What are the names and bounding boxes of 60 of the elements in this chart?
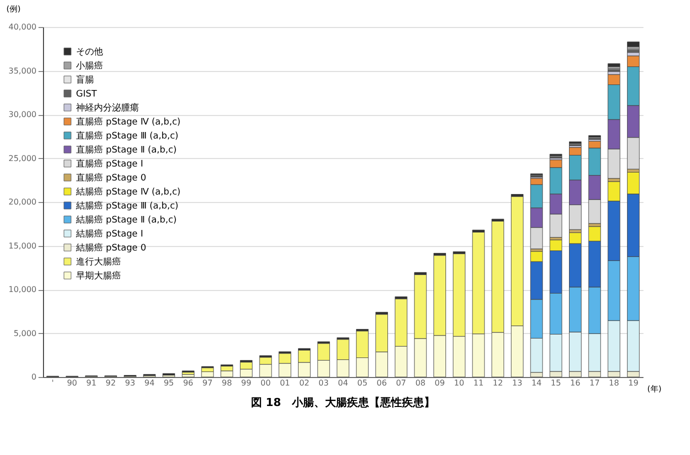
x-tick-label: 95 [164,378,174,388]
legend-label: 小腸癌 [76,60,103,72]
legend-label: 進行大腸癌 [76,256,121,268]
legend-label: 盲腸 [76,74,94,86]
legend-label: 神経内分泌腫瘍 [76,102,139,114]
legend-label: 早期大腸癌 [76,270,121,282]
y-tick-label: 30,000 [8,110,36,119]
text: 図 18 小腸、大腸疾患【悪性疾患】 [250,396,436,409]
x-tick-label: 19 [628,378,638,388]
x-tick-label: 09 [434,378,445,388]
y-tick-label: 20,000 [8,198,36,206]
y-tick-label: 15,000 [8,241,36,250]
y-axis-title: (例) [6,4,21,14]
x-tick-label: 02 [299,378,310,388]
y-tick-label: 5,000 [14,328,36,338]
x-tick-label: 97 [202,378,213,388]
x-tick-label: 03 [318,378,329,388]
legend-label: 直腸癌 pStage Ⅳ (a,b,c) [76,116,181,128]
x-tick-label: 12 [492,378,503,388]
x-tick-label: 16 [570,378,580,388]
x-tick-label: 06 [376,378,387,388]
x-tick-label: 15 [550,378,561,388]
y-tick-label: 10,000 [8,285,36,294]
x-tick-label: 99 [241,378,252,388]
x-tick-label: 11 [473,378,484,388]
x-tick-label: ' [52,378,54,388]
legend-label: 結腸癌 pStage Ⅰ [75,228,144,240]
x-tick-label: 05 [357,378,368,388]
legend-label: 結腸癌 pStage Ⅳ (a,b,c) [75,186,181,198]
x-axis-title: (年) [647,384,662,394]
x-tick-label: 00 [260,378,271,388]
legend-label: その他 [76,46,103,58]
x-tick-label: 01 [280,378,290,388]
x-tick-label: 10 [454,378,464,388]
x-tick-label: 14 [531,378,542,388]
x-tick-label: 98 [222,378,232,388]
x-tick-label: 04 [338,378,348,388]
legend-label: 直腸癌 pStage Ⅱ (a,b,c) [76,144,177,156]
legend-label: 直腸癌 pStage Ⅲ (a,b,c) [76,130,178,142]
legend-label: 直腸癌 pStage 0 [76,172,146,184]
y-tick-label: 35,000 [8,66,36,76]
legend-label: 結腸癌 pStage 0 [75,242,146,254]
x-tick-label: 08 [415,378,426,388]
legend-label: GIST [76,90,98,100]
x-tick-label: 07 [396,378,406,388]
legend-label: 結腸癌 pStage Ⅲ (a,b,c) [75,200,178,212]
y-tick-label: 25,000 [8,154,36,163]
x-tick-label: 13 [512,378,522,388]
x-tick-label: 92 [106,378,116,388]
legend-label: 直腸癌 pStage Ⅰ [76,158,144,170]
x-tick-label: 96 [183,378,194,388]
x-tick-label: 91 [86,378,96,388]
x-tick-label: 90 [66,378,78,388]
x-tick-label: 18 [608,378,620,388]
y-tick-label: 40,000 [8,22,36,32]
y-tick-label: 0 [31,372,36,382]
x-tick-label: 17 [590,378,600,388]
x-tick-label: 94 [144,378,155,388]
x-tick-label: 93 [125,378,136,388]
legend-label: 結腸癌 pStage Ⅱ (a,b,c) [75,214,177,226]
